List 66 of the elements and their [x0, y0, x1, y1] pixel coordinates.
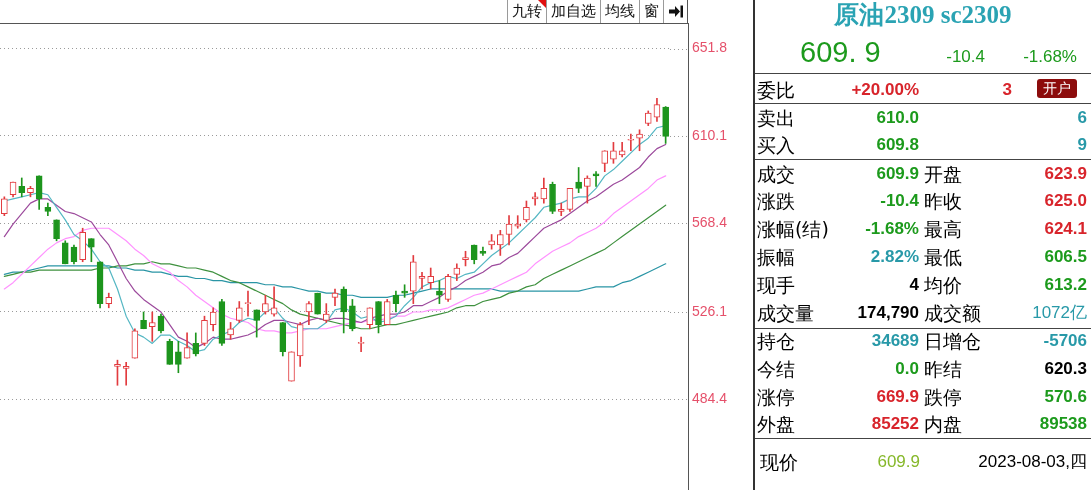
text: 624.1 [1044, 218, 1087, 240]
text: 609.8 [876, 134, 919, 156]
text: 最低 [924, 245, 962, 270]
text: 570.6 [1044, 386, 1087, 408]
text: 买入 [757, 133, 795, 158]
text: 625.0 [1044, 190, 1087, 212]
button: 开户 [1037, 79, 1077, 98]
button: 九转 [507, 0, 546, 23]
button: 加自选 [546, 0, 600, 23]
text: 成交量 [757, 301, 814, 326]
y-tick-label: 568.4 [692, 214, 728, 231]
text: 606.5 [1044, 246, 1087, 268]
y-tick-label: 526.1 [692, 302, 728, 319]
text: -1.68% [1023, 46, 1077, 68]
text: 昨结 [924, 357, 962, 382]
y-tick-label: 610.1 [692, 126, 728, 143]
text: 1072亿 [1032, 302, 1087, 324]
text: 昨收 [924, 189, 962, 214]
text: 174,790 [857, 302, 919, 324]
text: 现手 [757, 273, 795, 298]
text: 今结 [757, 357, 795, 382]
text: 现价 [760, 450, 798, 475]
text: 涨停 [757, 385, 795, 410]
text: 9 [1077, 134, 1087, 156]
text: 623.9 [1044, 163, 1087, 185]
text: 2023-08-03,四 [978, 451, 1087, 473]
text: 613.2 [1044, 274, 1087, 296]
text: 涨跌 [757, 189, 795, 214]
text: 610.0 [876, 107, 919, 129]
text: 卖出 [757, 106, 795, 131]
text: 3 [1002, 79, 1012, 101]
y-tick-label: 651.8 [692, 39, 728, 56]
text: 6 [1077, 107, 1087, 129]
text: 609. 9 [800, 35, 881, 70]
text: 89538 [1039, 413, 1087, 435]
text: -10.4 [946, 46, 985, 68]
text: 内盘 [924, 412, 962, 437]
text: 原油2309 sc2309 [833, 0, 1013, 30]
y-tick-label: 484.4 [692, 389, 728, 406]
text: 4 [909, 274, 919, 296]
text: 日增仓 [924, 329, 981, 354]
text: 外盘 [757, 412, 795, 437]
text: 成交 [757, 162, 795, 187]
text: -1.68% [865, 218, 919, 240]
text: -10.4 [880, 190, 919, 212]
text: 最高 [924, 217, 962, 242]
text: 85252 [871, 413, 919, 435]
text: +20.00% [851, 79, 919, 101]
text: 2.82% [870, 246, 919, 268]
text: 振幅 [757, 245, 795, 270]
text: 669.9 [876, 386, 919, 408]
text: 均价 [924, 273, 962, 298]
text: 持仓 [757, 329, 795, 354]
text: 0.0 [895, 358, 919, 380]
text: -5706 [1043, 330, 1087, 352]
text: 34689 [871, 330, 919, 352]
text: 成交额 [924, 301, 981, 326]
text: 委比 [757, 78, 795, 103]
text: 跌停 [924, 385, 962, 410]
text: 609.9 [877, 451, 920, 473]
text: 609.9 [876, 163, 919, 185]
button: 窗 [639, 0, 663, 23]
text: 开盘 [924, 162, 962, 187]
button: 均线 [600, 0, 639, 23]
text: 涨幅(结) [757, 217, 829, 242]
text: 620.3 [1044, 358, 1087, 380]
